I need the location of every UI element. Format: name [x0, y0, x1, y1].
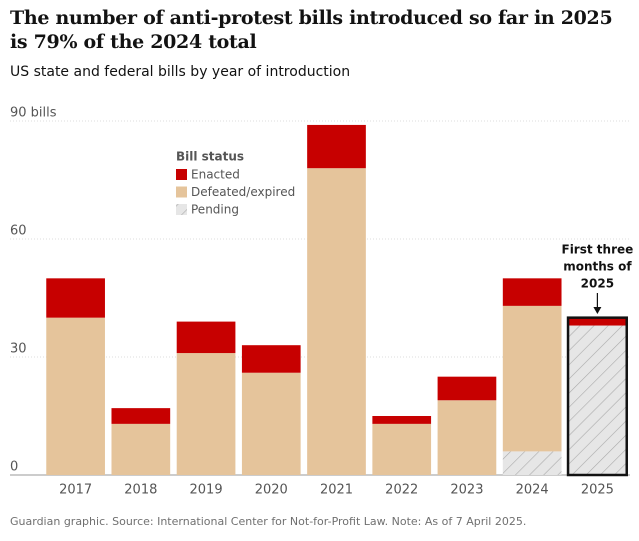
chart-title: The number of anti-protest bills introdu…: [10, 7, 613, 53]
bar-segment: [46, 317, 105, 475]
bar-segment: [502, 305, 562, 452]
bar-segment: [241, 372, 301, 475]
legend-label: Enacted: [191, 168, 240, 182]
annotation: months of: [563, 260, 632, 274]
annotation-arrowhead: [593, 307, 602, 314]
bar-segment: [307, 168, 366, 475]
bar-segment: [568, 317, 627, 326]
highlight-outline: [566, 316, 628, 477]
x-tick-label: 2025: [581, 483, 614, 498]
legend-swatch: [176, 169, 187, 180]
x-tick-label: 2022: [385, 483, 418, 498]
legend-label: Defeated/expired: [191, 185, 295, 199]
bar-segment: [372, 423, 432, 475]
bar-segment: [111, 408, 171, 424]
x-tick-label: 2024: [516, 483, 549, 498]
x-tick-label: 2021: [320, 483, 353, 498]
y-tick-label: 90 bills: [10, 106, 57, 121]
annotation: First three: [562, 243, 634, 257]
annotation: 2025: [581, 277, 614, 291]
y-tick-label: 0: [10, 460, 18, 475]
chart-subtitle: US state and federal bills by year of in…: [10, 64, 351, 80]
y-tick-label: 30: [10, 342, 27, 357]
bar-segment: [437, 400, 497, 475]
legend-swatch: [176, 186, 187, 198]
x-tick-label: 2019: [190, 483, 223, 498]
legend-label: Pending: [191, 203, 239, 217]
bar-segment: [437, 376, 497, 401]
legend-title: Bill status: [176, 150, 244, 164]
bar-segment: [46, 278, 105, 318]
bar-segment: [111, 423, 171, 475]
bar-segment: [176, 353, 236, 475]
bar-segment: [502, 278, 562, 306]
x-tick-label: 2023: [450, 483, 483, 498]
x-tick-label: 2018: [124, 483, 157, 498]
bar-segment: [176, 321, 236, 354]
bar-segment: [502, 451, 562, 475]
bar-segment: [372, 416, 432, 424]
source-note: Guardian graphic. Source: International …: [10, 515, 527, 528]
bar-segment: [568, 325, 627, 475]
bar-segment: [307, 124, 366, 169]
x-tick-label: 2017: [59, 483, 92, 498]
legend-swatch: [176, 204, 187, 215]
bar-segment: [241, 345, 301, 373]
y-tick-label: 60: [10, 224, 27, 239]
x-tick-label: 2020: [255, 483, 288, 498]
